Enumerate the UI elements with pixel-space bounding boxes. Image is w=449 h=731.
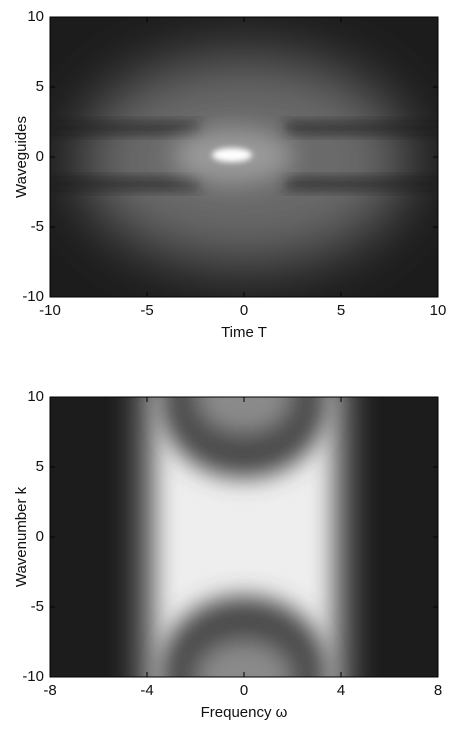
y-axis-label: Waveguides <box>13 116 30 198</box>
y-tick-label: 0 <box>36 528 44 545</box>
x-tick-label: 0 <box>240 302 248 319</box>
y-tick-label: 5 <box>36 458 44 475</box>
heatmap-image <box>50 17 438 297</box>
y-tick-label: 5 <box>36 78 44 95</box>
x-tick-label: 5 <box>337 302 345 319</box>
y-tick-label: 10 <box>27 8 44 25</box>
x-axis-label: Frequency ω <box>201 704 288 721</box>
heatmap-image <box>50 397 438 677</box>
x-tick-label: -8 <box>43 682 56 699</box>
x-tick-label: 10 <box>430 302 447 319</box>
x-tick-label: -4 <box>140 682 153 699</box>
y-axis-label: Wavenumber k <box>13 486 30 587</box>
x-tick-label: 4 <box>337 682 345 699</box>
x-tick-label: -5 <box>140 302 153 319</box>
x-tick-label: 8 <box>434 682 442 699</box>
x-axis-label: Time T <box>221 324 267 341</box>
y-tick-label: -10 <box>22 668 44 685</box>
y-tick-label: -5 <box>31 598 44 615</box>
x-tick-label: 0 <box>240 682 248 699</box>
y-tick-label: -10 <box>22 288 44 305</box>
x-tick-label: -10 <box>39 302 61 319</box>
y-tick-label: -5 <box>31 218 44 235</box>
y-tick-label: 10 <box>27 388 44 405</box>
y-tick-label: 0 <box>36 148 44 165</box>
